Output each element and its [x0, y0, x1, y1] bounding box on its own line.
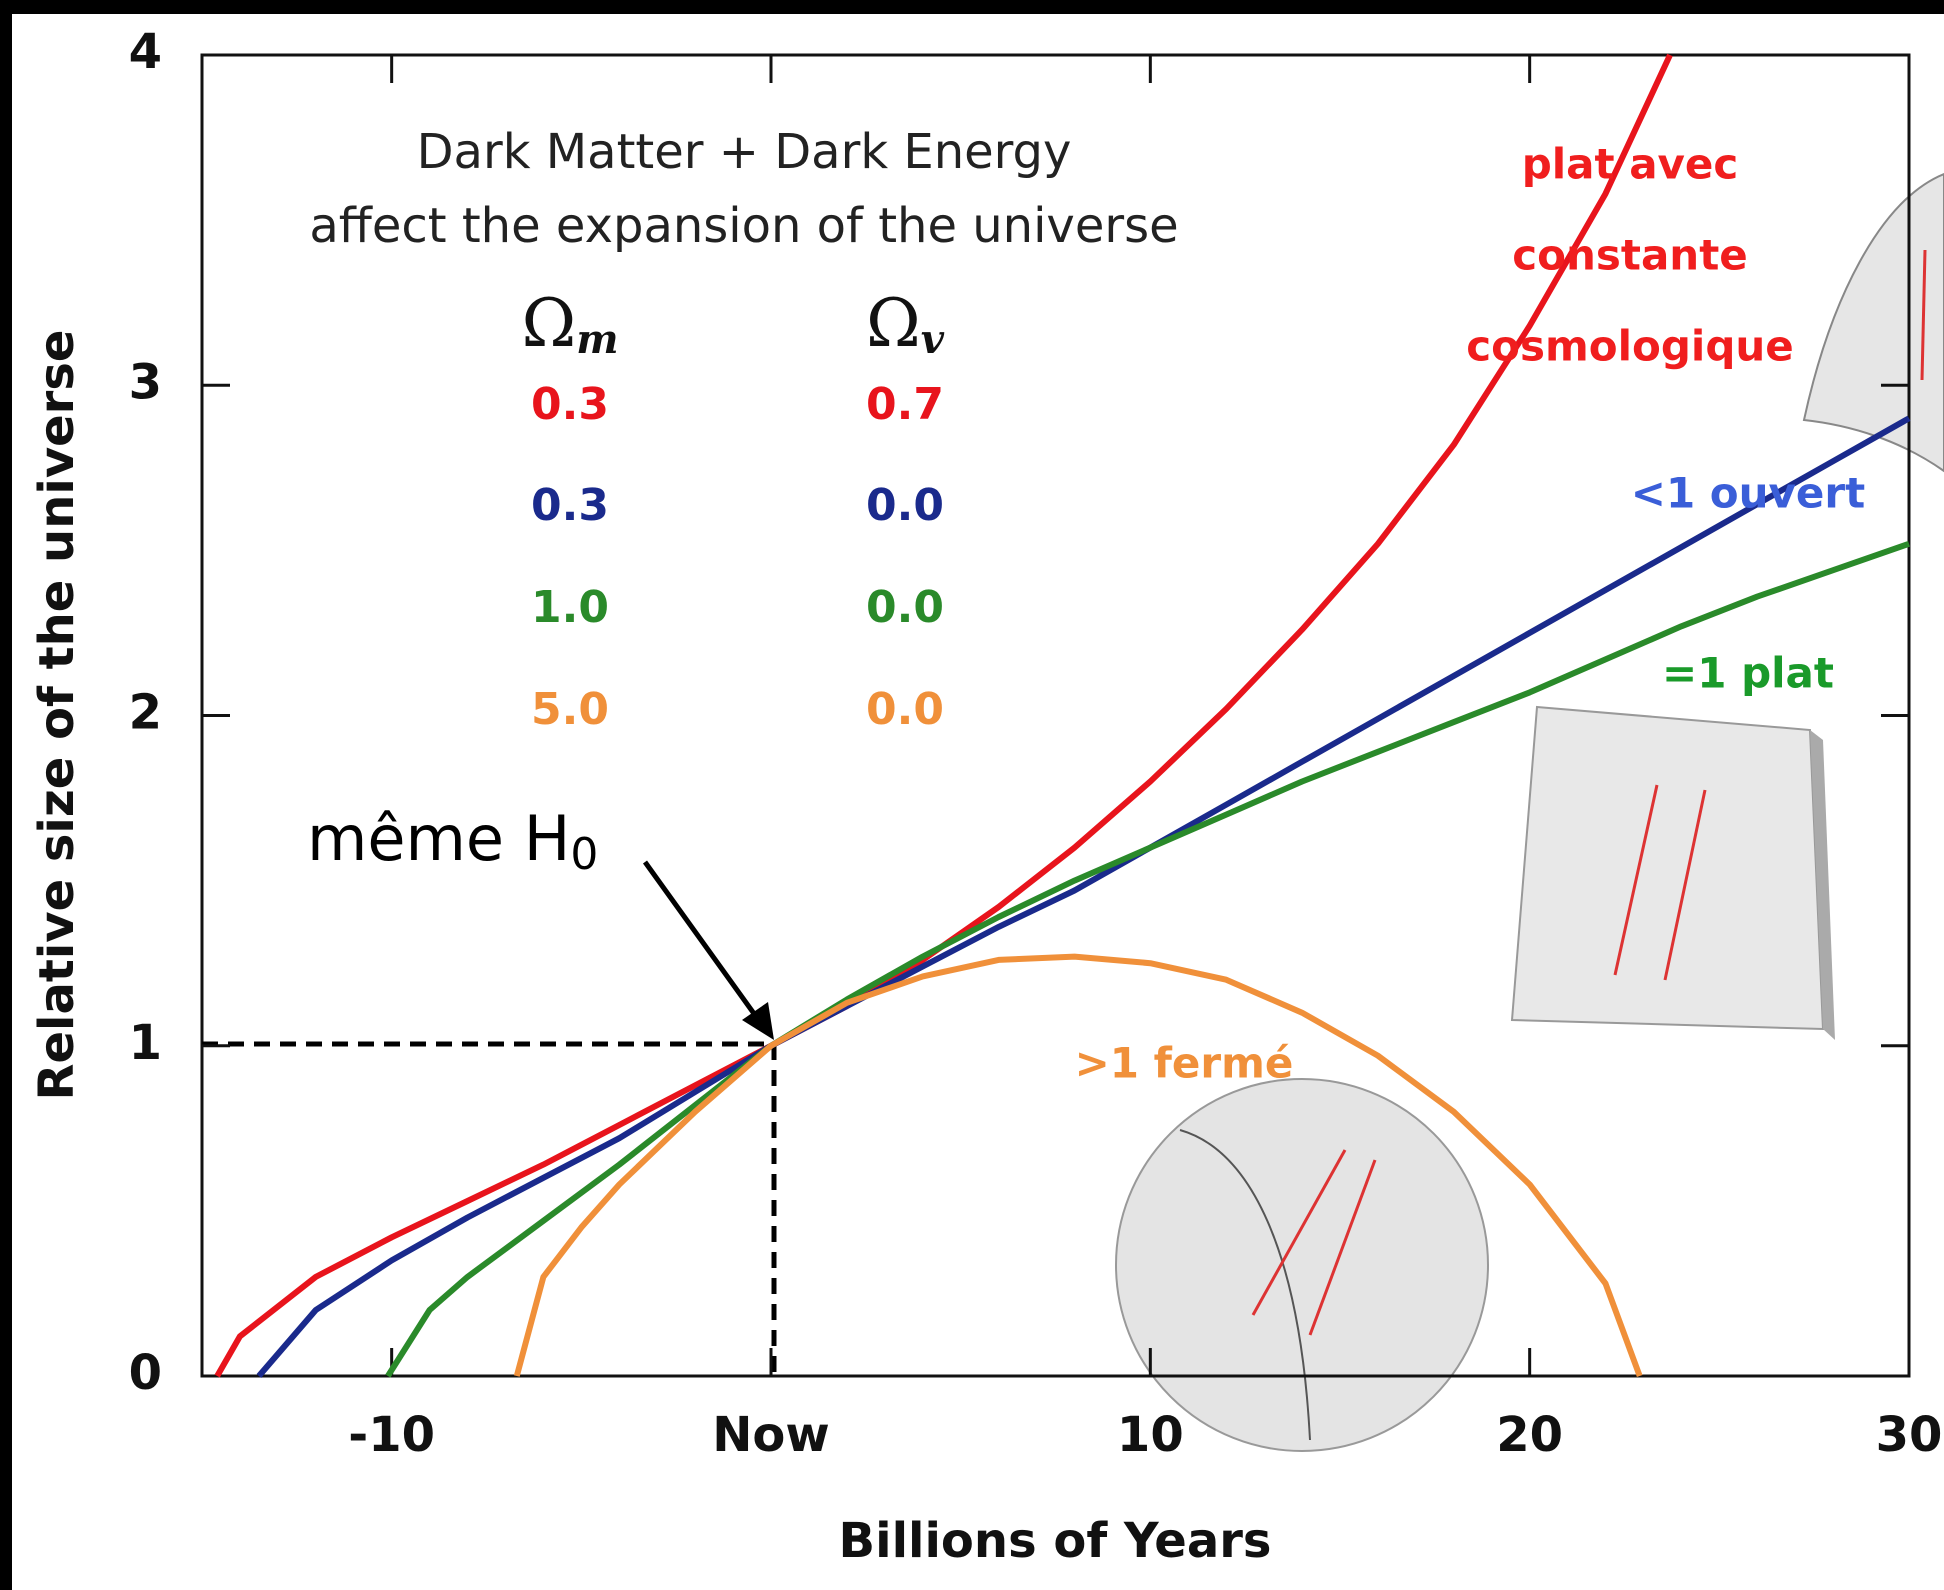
table-header: Ωm [521, 285, 618, 363]
y-tick-label: 3 [129, 354, 162, 410]
pointer-subscript: 0 [570, 829, 598, 880]
x-tick-label: 30 [1876, 1407, 1943, 1463]
curve-annotation: plat avec [1522, 140, 1739, 189]
ant-path [1663, 789, 1707, 981]
omega-m-value: 1.0 [531, 582, 609, 633]
ant-path [1251, 1149, 1347, 1316]
ant-path [1613, 784, 1659, 976]
y-axis-title: Relative size of the universe [29, 330, 85, 1101]
omega-m-value: 0.3 [531, 480, 609, 531]
curve-annotation: cosmologique [1466, 322, 1794, 371]
y-tick-label: 0 [129, 1345, 162, 1401]
x-tick-label: -10 [348, 1407, 435, 1463]
pointer-label: même H0 [307, 802, 598, 880]
series-line [513, 953, 1643, 1378]
curve-annotation: =1 plat [1662, 649, 1834, 698]
y-tick-label: 2 [129, 685, 162, 741]
header-symbol: Ω [521, 285, 576, 362]
header-subscript: v [921, 316, 945, 363]
ant-path [1308, 1159, 1377, 1336]
table-header: Ωv [866, 285, 945, 363]
flat-edge [1810, 730, 1835, 1040]
header-subscript: m [576, 316, 618, 363]
omega-v-value: 0.0 [866, 684, 944, 735]
curve-annotation: >1 fermé [1075, 1039, 1294, 1088]
omega-m-value: 0.3 [531, 379, 609, 430]
curve-annotation: <1 ouvert [1631, 469, 1865, 518]
arrow-head [742, 1002, 774, 1040]
series-line [385, 540, 1910, 1378]
pointer-text: même H [307, 802, 570, 875]
series-line [256, 415, 1911, 1378]
header-symbol: Ω [866, 285, 921, 362]
sphere-seam [1179, 1129, 1311, 1441]
x-tick-label: Now [712, 1407, 830, 1463]
flat-illustration [1510, 705, 1825, 1031]
chart-subtitle: affect the expansion of the universe [309, 198, 1178, 254]
ant-path [1920, 249, 1927, 381]
chart-title: Dark Matter + Dark Energy [417, 124, 1072, 180]
sphere-illustration [1115, 1078, 1489, 1452]
y-tick-label: 1 [129, 1015, 162, 1071]
y-tick-label: 4 [129, 24, 162, 80]
omega-v-value: 0.7 [866, 379, 944, 430]
arrow [642, 860, 763, 1024]
omega-v-value: 0.0 [866, 480, 944, 531]
omega-m-value: 5.0 [531, 684, 609, 735]
x-tick-label: 10 [1117, 1407, 1184, 1463]
omega-v-value: 0.0 [866, 582, 944, 633]
curve-annotation: constante [1512, 231, 1748, 280]
x-tick-label: 20 [1496, 1407, 1563, 1463]
x-axis-title: Billions of Years [839, 1513, 1272, 1569]
